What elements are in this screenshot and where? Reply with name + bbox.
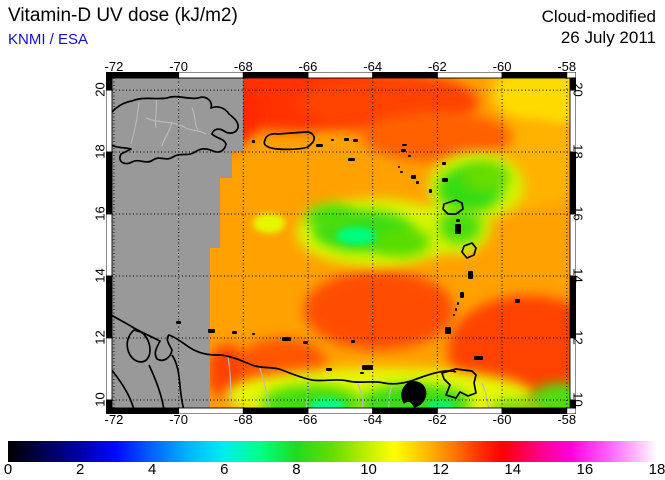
axis-label-lat-left: 20	[92, 82, 108, 97]
colorbar-tick-label: 14	[504, 461, 522, 478]
map-svg	[105, 71, 577, 415]
axis-label-lat-right: 12	[570, 330, 586, 345]
dose-patch	[530, 382, 570, 408]
annotation-block: Cloud-modified 26 July 2011	[542, 6, 656, 48]
dose-patch	[253, 213, 286, 234]
axis-label-lon-bottom: -68	[233, 412, 253, 427]
dose-patch	[309, 398, 346, 408]
axis-label-lon-top: -64	[363, 59, 383, 74]
axis-label-lat-right: 14	[570, 268, 586, 283]
axis-label-lon-bottom: -58	[557, 412, 577, 427]
coastlines	[112, 95, 477, 408]
no-data-region	[112, 78, 243, 408]
colorbar-tick-label: 16	[576, 461, 594, 478]
axis-label-lon-bottom: -70	[169, 412, 189, 427]
axis-label-lat-left: 14	[92, 268, 108, 283]
axis-label-lon-top: -72	[104, 59, 124, 74]
dose-patch	[373, 226, 430, 257]
axis-label-lon-bottom: -72	[104, 412, 124, 427]
dose-patch	[336, 226, 377, 245]
axis-label-lat-left: 16	[92, 206, 108, 221]
axis-label-lon-top: -70	[169, 59, 189, 74]
dose-patch	[491, 398, 539, 408]
inland-borders	[130, 99, 490, 408]
orinoco-delta	[401, 381, 427, 408]
axis-label-lat-right: 20	[570, 82, 586, 97]
dose-patch	[426, 400, 455, 408]
colorbar-tick-label: 18	[648, 461, 665, 478]
axis-label-lon-bottom: -62	[427, 412, 447, 427]
colorbar-tick-label: 8	[292, 461, 301, 478]
dose-patch	[304, 270, 455, 351]
axis-label-lon-bottom: -66	[298, 412, 318, 427]
colorbar-tick-label: 12	[432, 461, 449, 478]
colorbar	[8, 441, 657, 462]
colorbar-tick-label: 4	[148, 461, 157, 478]
axis-label-lon-top: -68	[233, 59, 253, 74]
page-title: Vitamin-D UV dose (kJ/m2)	[8, 5, 238, 26]
axis-label-lat-left: 18	[92, 144, 108, 159]
axis-label-lat-left: 10	[92, 392, 108, 407]
axis-label-lon-top: -66	[298, 59, 318, 74]
colorbar-tick-label: 2	[75, 461, 85, 478]
axis-label-lon-top: -60	[492, 59, 512, 74]
axis-label-lat-right: 18	[570, 144, 586, 159]
colorbar-tick-label: 0	[3, 461, 13, 478]
map-canvas	[105, 71, 577, 415]
colorbar-tick-label: 6	[220, 461, 229, 478]
dose-field	[112, 78, 570, 408]
small-islands	[176, 138, 520, 374]
axis-label-lat-right: 16	[570, 206, 586, 221]
axis-label-lat-left: 12	[92, 330, 108, 345]
dose-patch	[362, 111, 513, 162]
graticule	[112, 78, 570, 408]
colorbar-labels: 0 2 4 6 8 10 12 14 16 18	[0, 461, 665, 479]
axis-label-lat-right: 10	[570, 392, 586, 407]
axis-label-lon-top: -58	[557, 59, 577, 74]
axis-label-lon-bottom: -60	[492, 412, 512, 427]
colorbar-tick-label: 10	[360, 461, 377, 478]
dose-patch	[461, 161, 510, 192]
mode-label: Cloud-modified	[541, 7, 656, 26]
axis-label-lon-bottom: -64	[363, 412, 383, 427]
source-label: KNMI / ESA	[8, 31, 89, 48]
axis-label-lon-top: -62	[427, 59, 447, 74]
dose-patch	[306, 204, 355, 231]
date-label: 26 July 2011	[560, 28, 656, 47]
